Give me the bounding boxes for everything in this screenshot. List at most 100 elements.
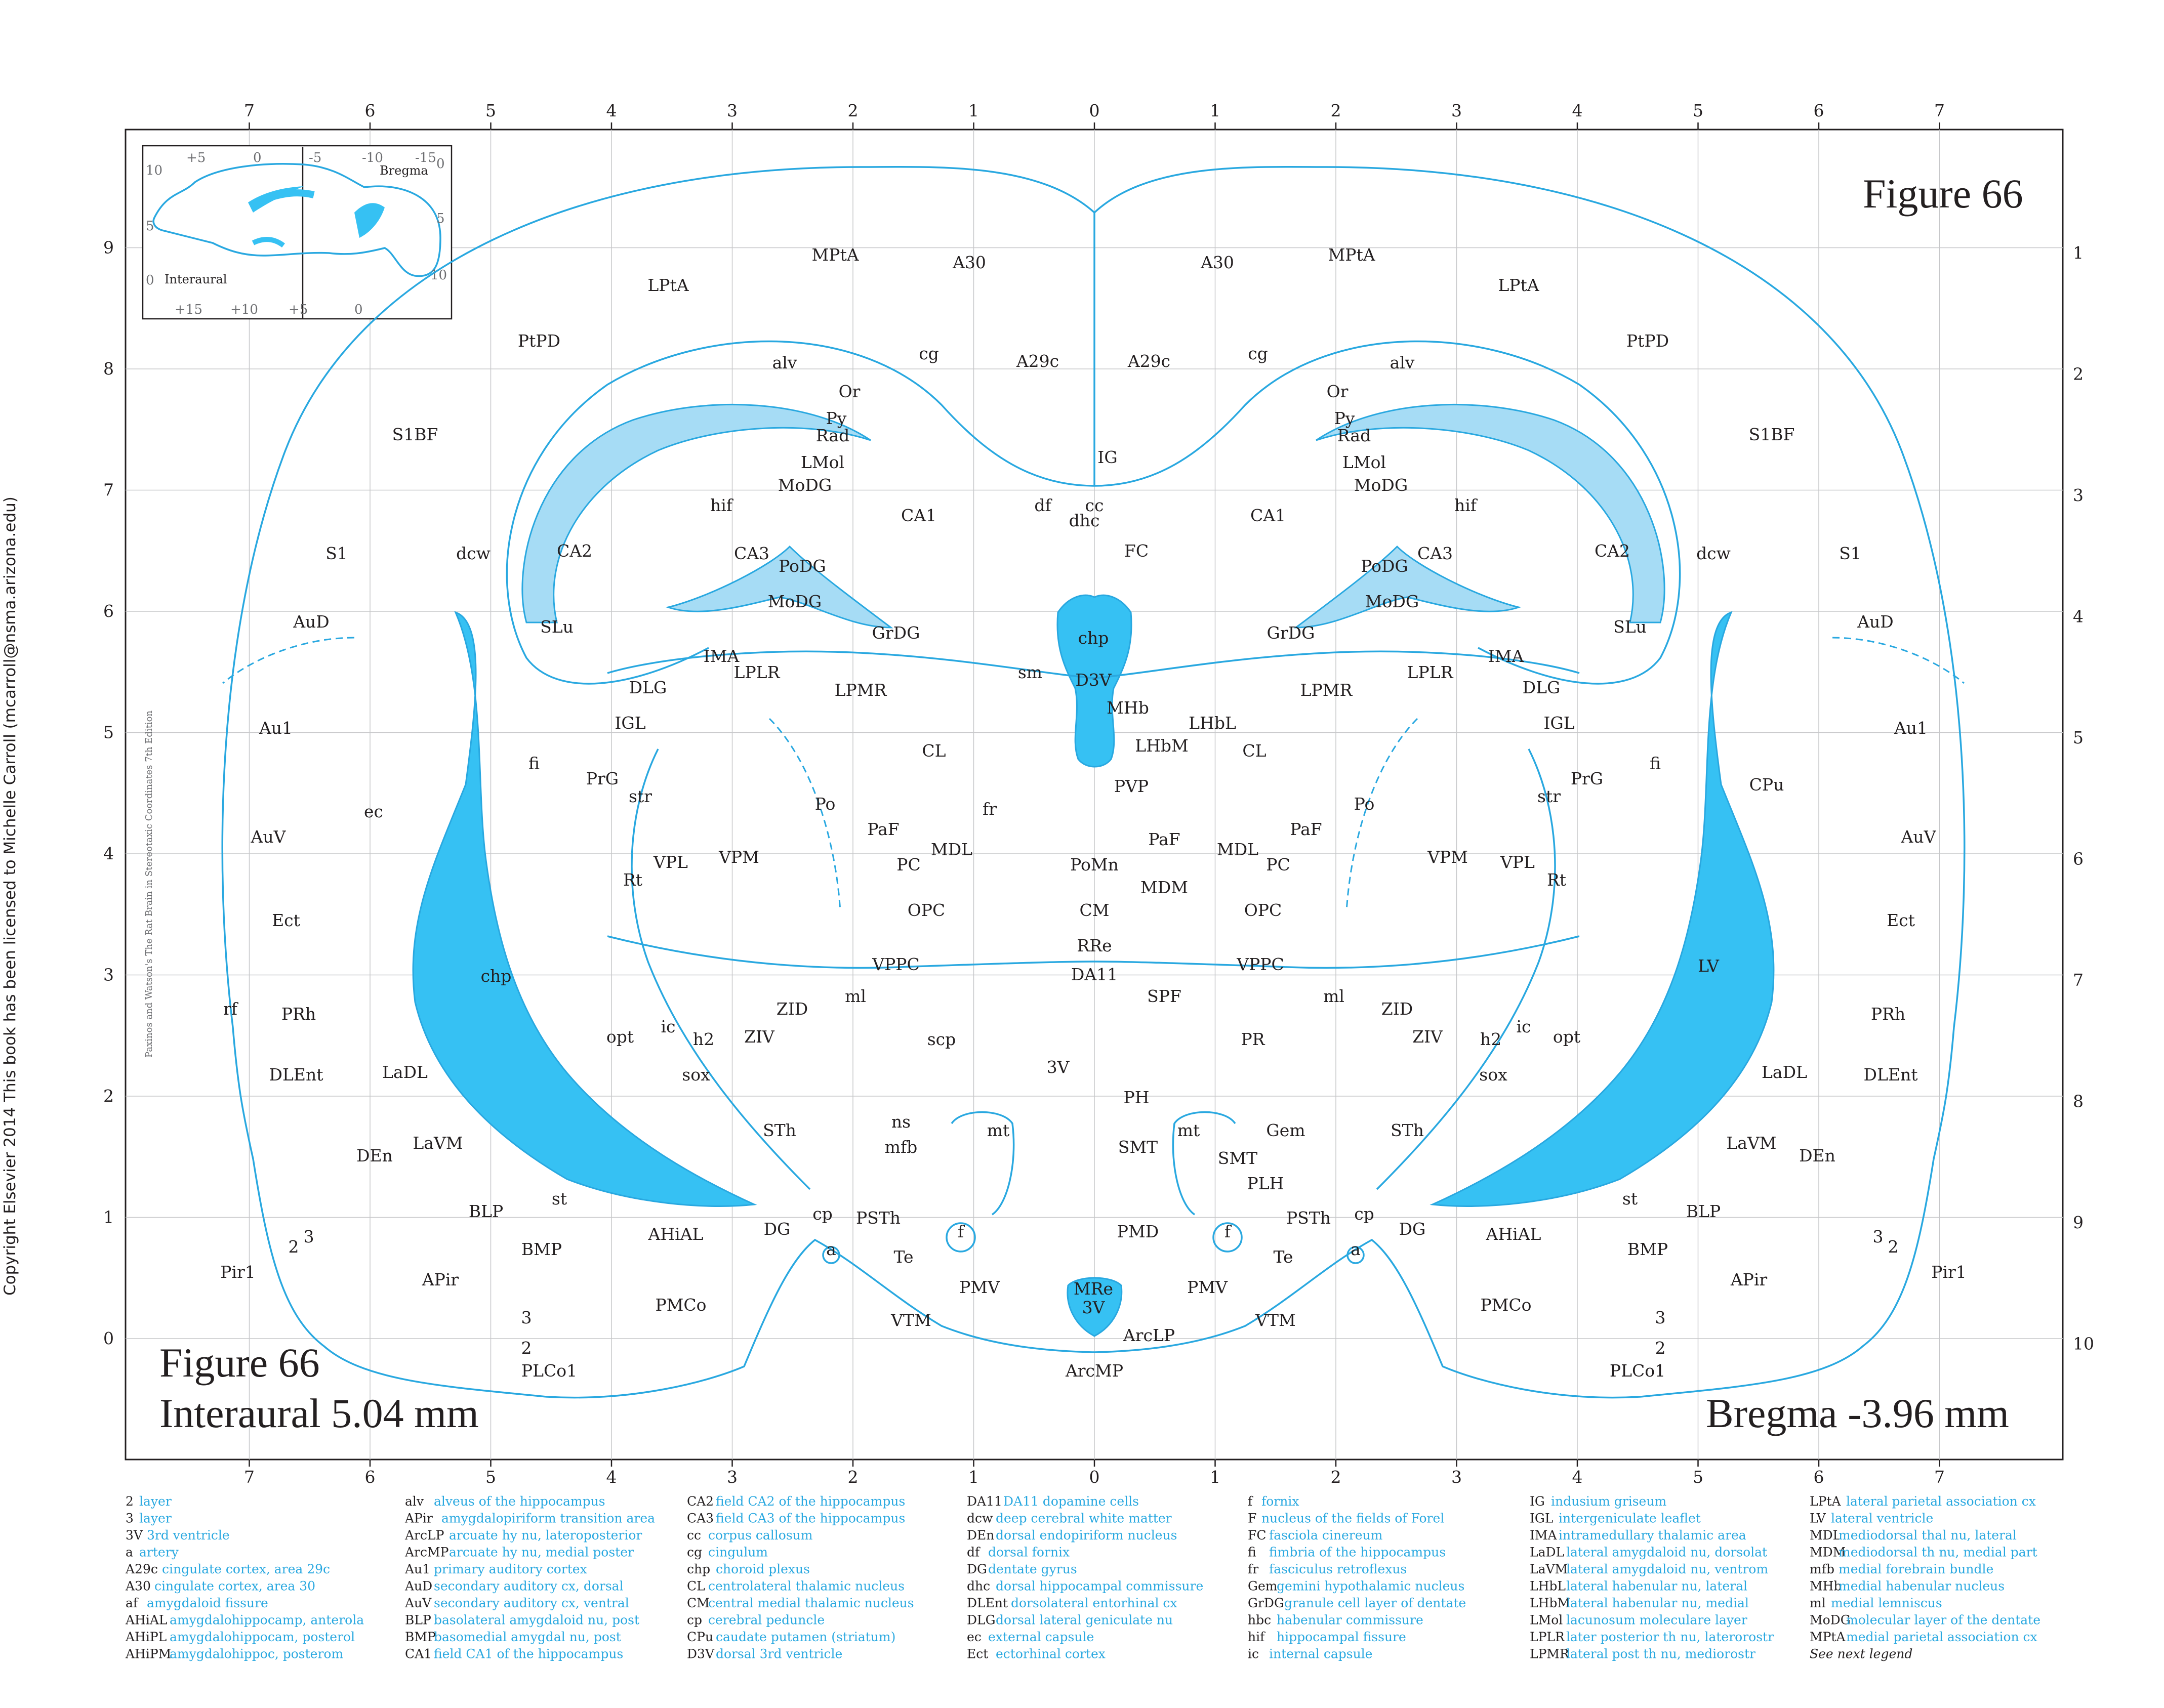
- region-label: Ect: [1887, 910, 1915, 930]
- region-label: CA3: [734, 544, 769, 563]
- region-label: DLG: [629, 678, 667, 697]
- region-label: Py: [826, 408, 847, 428]
- axis-tick-bottom: 3: [727, 1467, 738, 1487]
- legend-abbreviation: 3: [126, 1511, 134, 1526]
- region-label: MRe: [1074, 1279, 1113, 1299]
- axis-tick-top: 5: [1693, 101, 1703, 120]
- legend-entry: dhc dorsal hippocampal commissure: [967, 1579, 1203, 1594]
- legend-name: basolateral amygdaloid nu, post: [434, 1613, 639, 1628]
- region-label: LaVM: [1726, 1133, 1776, 1153]
- region-label: str: [629, 786, 652, 806]
- legend-name: field CA2 of the hippocampus: [716, 1494, 905, 1509]
- legend-abbreviation: IG: [1530, 1494, 1545, 1509]
- legend-name: internal capsule: [1269, 1647, 1372, 1661]
- axis-tick-bottom: 2: [848, 1467, 859, 1487]
- region-label: ns: [891, 1112, 911, 1132]
- region-label: IMA: [704, 646, 740, 666]
- legend-abbreviation: LHbL: [1530, 1579, 1566, 1594]
- legend-abbreviation: IGL: [1530, 1511, 1553, 1526]
- axis-tick-top: 7: [244, 101, 255, 120]
- legend-name: central medial thalamic nucleus: [708, 1596, 914, 1610]
- legend-entry: IMA intramedullary thalamic area: [1530, 1528, 1746, 1543]
- legend-entry: Ect ectorhinal cortex: [967, 1647, 1106, 1661]
- legend-entry: CL centrolateral thalamic nucleus: [687, 1579, 905, 1594]
- region-label: CPu: [1749, 775, 1784, 795]
- legend-name: ectorhinal cortex: [996, 1647, 1106, 1661]
- axis-tick-top: 7: [1934, 101, 1945, 120]
- region-label: fi: [1650, 754, 1661, 773]
- legend-name: lateral habenular nu, medial: [1566, 1596, 1749, 1610]
- region-label: LMol: [1342, 452, 1386, 472]
- legend-abbreviation: CA2: [687, 1494, 714, 1509]
- legend-abbreviation: alv: [405, 1494, 424, 1509]
- legend-name: hippocampal fissure: [1277, 1630, 1406, 1644]
- region-label: DG: [1399, 1219, 1426, 1239]
- axis-tick-top: 0: [1089, 101, 1100, 120]
- region-label: A29c: [1127, 351, 1170, 371]
- pyramidal-layer-right: [1316, 403, 1665, 623]
- legend-entry: ml medial lemniscus: [1810, 1596, 1942, 1610]
- legend-abbreviation: LPLR: [1530, 1630, 1565, 1644]
- legend-name: dorsal 3rd ventricle: [716, 1647, 842, 1661]
- region-label: DEn: [1799, 1146, 1835, 1165]
- region-label: PtPD: [1626, 331, 1669, 351]
- region-label: cg: [1248, 344, 1268, 363]
- legend-abbreviation: MDM: [1810, 1545, 1846, 1560]
- region-label: chp: [481, 966, 512, 986]
- region-label: cg: [919, 344, 939, 363]
- region-label: 3V: [1047, 1057, 1070, 1077]
- inset-frame: [142, 145, 453, 320]
- axis-tick-right: 3: [2073, 485, 2084, 505]
- legend-abbreviation: AHiPM: [125, 1647, 171, 1661]
- axis-tick-top: 3: [1451, 101, 1462, 120]
- hippocampus-right: [1094, 340, 1681, 685]
- legend-name: lateral amygdaloid nu, dorsolat: [1566, 1545, 1767, 1560]
- legend-abbreviation: DLG: [967, 1613, 996, 1628]
- region-label: LaDL: [1762, 1062, 1807, 1082]
- legend-name: amygdaloid fissure: [147, 1596, 268, 1610]
- region-label: VPL: [653, 852, 688, 872]
- legend-abbreviation: hbc: [1248, 1613, 1271, 1628]
- boundary-dashed: [768, 718, 841, 911]
- axis-tick-right: 9: [2073, 1213, 2084, 1232]
- axis-tick-left: 6: [103, 601, 114, 621]
- region-label: PR: [1241, 1029, 1265, 1049]
- legend-abbreviation: LV: [1810, 1511, 1826, 1526]
- axis-tick-left: 8: [103, 359, 114, 379]
- choroid-plexus-left: [412, 611, 757, 1207]
- region-label: BMP: [1627, 1239, 1668, 1259]
- legend-name: fimbria of the hippocampus: [1269, 1545, 1446, 1560]
- region-label: A30: [1200, 253, 1234, 272]
- legend-abbreviation: LPMR: [1530, 1647, 1570, 1661]
- legend-entry: LaDL lateral amygdaloid nu, dorsolat: [1530, 1545, 1767, 1560]
- legend-abbreviation: AHiAL: [125, 1613, 168, 1628]
- axis-tick-bottom: 5: [485, 1467, 496, 1487]
- legend-abbreviation: ArcLP: [404, 1528, 444, 1543]
- axis-tick-right: 10: [2073, 1334, 2094, 1354]
- third-ventricle-ventral: [1067, 1277, 1123, 1337]
- region-label: DEn: [356, 1146, 393, 1165]
- legend-entry: df dorsal fornix: [967, 1545, 1070, 1560]
- legend-abbreviation: MPtA: [1810, 1630, 1846, 1644]
- region-label: CA3: [1417, 544, 1453, 563]
- legend-name: cingulate cortex, area 29c: [162, 1562, 330, 1576]
- legend-name: dorsal hippocampal commissure: [996, 1579, 1203, 1594]
- legend-entry: IGL intergeniculate leaflet: [1530, 1511, 1701, 1526]
- region-label: PMD: [1117, 1222, 1159, 1241]
- legend-abbreviation: AHiPL: [125, 1630, 167, 1644]
- region-label: MPtA: [1328, 245, 1375, 265]
- legend-entry: 3 layer: [126, 1511, 172, 1526]
- internal-capsule-left: [631, 748, 811, 1190]
- region-label: PoDG: [1361, 556, 1408, 576]
- region-label: VPL: [1500, 852, 1535, 872]
- legend-entry: A30 cingulate cortex, area 30: [125, 1579, 315, 1594]
- legend-name: basomedial amygdal nu, post: [434, 1630, 621, 1644]
- axis-tick-top: 1: [1210, 101, 1220, 120]
- legend-name: lateral parietal association cx: [1846, 1494, 2036, 1509]
- region-label: Gem: [1266, 1120, 1305, 1140]
- legend-abbreviation: FC: [1248, 1528, 1266, 1543]
